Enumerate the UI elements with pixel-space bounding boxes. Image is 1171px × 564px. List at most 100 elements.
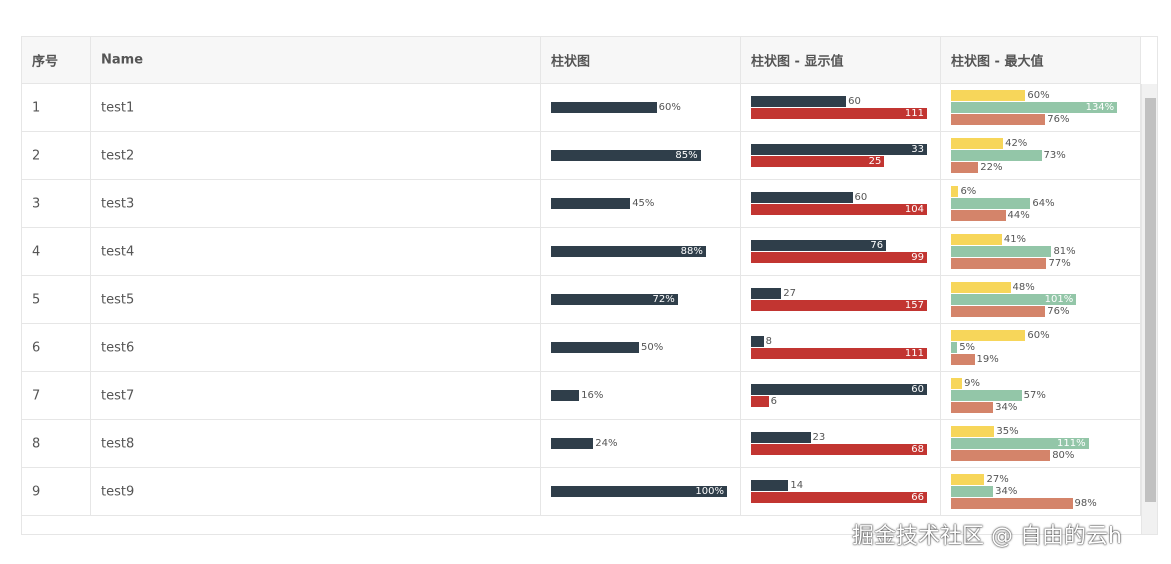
table-cell: 3 <box>22 180 91 227</box>
max-bar-label: 76% <box>1047 114 1070 125</box>
table-cell: test2 <box>91 132 541 179</box>
max-bar-label: 73% <box>1043 150 1066 161</box>
table-cell: 23 68 <box>741 420 941 467</box>
max-bar-label: 60% <box>1027 330 1050 341</box>
table-cell: 33 25 <box>741 132 941 179</box>
row-index: 1 <box>32 100 41 115</box>
table-cell: 45% <box>541 180 741 227</box>
header-cell: 柱状图 - 显示值 <box>741 37 941 83</box>
percent-bar <box>551 390 580 401</box>
max-bar-label: 34% <box>995 402 1018 413</box>
max-bar-label: 27% <box>986 474 1009 485</box>
table-row: 4 test4 88% 76 99 41% 81% 77% <box>22 228 1141 276</box>
percent-bar <box>551 438 594 449</box>
table-cell: test9 <box>91 468 541 515</box>
header-row: 序号 Name 柱状图 柱状图 - 显示值 柱状图 - 最大值 <box>22 37 1141 84</box>
table-cell: 41% 81% 77% <box>941 228 1141 275</box>
scrollbar[interactable] <box>1141 84 1157 534</box>
max-bar-label: 9% <box>964 378 981 389</box>
percent-bar-label: 60% <box>658 102 681 113</box>
value-bar <box>751 96 847 107</box>
table-cell: 16% <box>541 372 741 419</box>
header-text: Name <box>101 52 144 68</box>
value-bar <box>751 444 927 455</box>
value-bar-label: 27 <box>783 288 796 299</box>
row-index: 3 <box>32 196 41 211</box>
value-bar-label: 99 <box>911 252 924 263</box>
max-bar-label: 81% <box>1053 246 1076 257</box>
max-bar-label: 44% <box>1007 210 1030 221</box>
max-bar-label: 98% <box>1074 498 1097 509</box>
value-bar <box>751 396 769 407</box>
row-name: test7 <box>101 388 135 403</box>
max-bar-label: 80% <box>1052 450 1075 461</box>
table-cell: 35% 111% 80% <box>941 420 1141 467</box>
table: 序号 Name 柱状图 柱状图 - 显示值 柱状图 - 最大值 1 test1 60% 60 11… <box>21 36 1158 535</box>
value-bar-label: 6 <box>770 396 777 407</box>
max-bar-label: 41% <box>1003 234 1027 245</box>
table-cell: 72% <box>541 276 741 323</box>
max-bar <box>951 186 959 197</box>
max-bar <box>951 306 1046 317</box>
percent-bar <box>551 198 631 209</box>
watermark: 掘金技术社区 @ 自由的云h <box>852 524 1122 549</box>
table-cell: 4 <box>22 228 91 275</box>
max-bar <box>951 450 1051 461</box>
value-bar-label: 157 <box>904 300 924 311</box>
row-index: 7 <box>32 388 41 403</box>
table-cell: 6% 64% 44% <box>941 180 1141 227</box>
max-bar <box>951 114 1046 125</box>
value-bar-label: 60 <box>848 96 861 107</box>
max-bar <box>951 246 1052 257</box>
table-row: 5 test5 72% 27 157 48% 101% 76% <box>22 276 1141 324</box>
max-bar-label: 5% <box>959 342 976 353</box>
percent-bar <box>551 102 657 113</box>
header-cell: Name <box>91 37 541 83</box>
header-text: 柱状图 - 最大值 <box>951 54 1044 70</box>
value-bar <box>751 252 927 263</box>
row-index: 2 <box>32 148 41 163</box>
value-bar <box>751 432 811 443</box>
max-bar <box>951 390 1022 401</box>
table-cell: 60% 5% 19% <box>941 324 1141 371</box>
table-cell: 1 <box>22 84 91 131</box>
header-cell: 序号 <box>22 37 91 83</box>
table-cell: 60% <box>541 84 741 131</box>
table-cell: 85% <box>541 132 741 179</box>
header-text: 柱状图 - 显示值 <box>751 54 844 70</box>
table-cell: 88% <box>541 228 741 275</box>
percent-bar-label: 88% <box>680 246 703 257</box>
row-name: test3 <box>101 196 135 211</box>
percent-bar-label: 45% <box>632 198 655 209</box>
row-name: test1 <box>101 100 135 115</box>
max-bar-label: 42% <box>1005 138 1028 149</box>
max-bar-label: 111% <box>1057 438 1086 449</box>
table-cell: test4 <box>91 228 541 275</box>
max-bar <box>951 498 1073 509</box>
table-row: 9 test9 100% 14 66 27% 34% 98% <box>22 468 1141 516</box>
scroll-thumb[interactable] <box>1145 98 1156 502</box>
table-cell: 9% 57% 34% <box>941 372 1141 419</box>
value-bar <box>751 384 927 395</box>
percent-bar-label: 16% <box>581 390 604 401</box>
value-bar-label: 60 <box>854 192 868 203</box>
row-index: 8 <box>32 436 41 451</box>
value-bar-label: 33 <box>911 144 924 155</box>
table-cell: 50% <box>541 324 741 371</box>
max-bar-label: 34% <box>995 486 1018 497</box>
max-bar <box>951 90 1026 101</box>
value-bar-label: 60 <box>911 384 924 395</box>
table-row: 8 test8 24% 23 68 35% 111% 80% <box>22 420 1141 468</box>
value-bar <box>751 348 927 359</box>
max-bar-label: 64% <box>1032 198 1055 209</box>
max-bar-label: 19% <box>976 354 999 365</box>
row-name: test2 <box>101 148 135 163</box>
table-cell: 60 104 <box>741 180 941 227</box>
row-index: 6 <box>32 340 41 355</box>
table-cell: 42% 73% 22% <box>941 132 1141 179</box>
table-cell: test7 <box>91 372 541 419</box>
table-cell: 60 6 <box>741 372 941 419</box>
max-bar <box>951 402 994 413</box>
table-cell: 100% <box>541 468 741 515</box>
